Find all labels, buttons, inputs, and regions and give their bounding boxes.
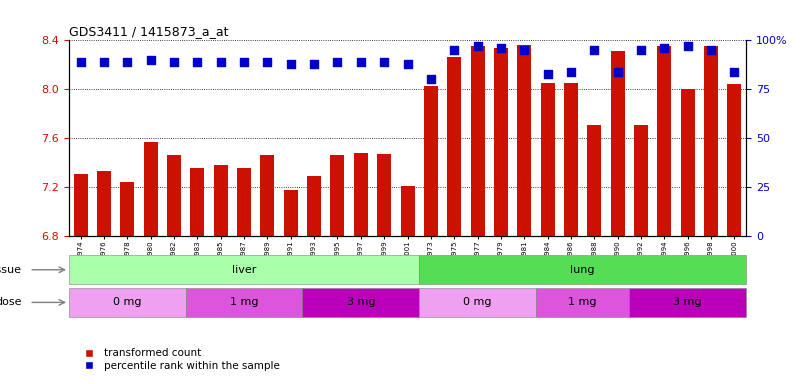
Point xyxy=(191,59,204,65)
Bar xyxy=(634,125,648,236)
Bar xyxy=(587,125,601,236)
Point xyxy=(517,47,530,53)
Bar xyxy=(419,255,746,284)
Text: GDS3411 / 1415873_a_at: GDS3411 / 1415873_a_at xyxy=(69,25,229,38)
Bar xyxy=(307,176,321,236)
Bar xyxy=(214,165,228,236)
Bar xyxy=(377,154,391,236)
Point xyxy=(285,61,298,67)
Text: 3 mg: 3 mg xyxy=(673,297,702,308)
Point xyxy=(238,59,251,65)
Bar xyxy=(69,255,419,284)
Bar xyxy=(284,190,298,236)
Bar xyxy=(97,171,111,236)
Point xyxy=(541,71,554,77)
Bar xyxy=(354,153,368,236)
Bar xyxy=(447,58,461,236)
Point xyxy=(705,47,718,53)
Text: liver: liver xyxy=(232,265,256,275)
Point xyxy=(74,59,87,65)
Point xyxy=(121,59,134,65)
Point xyxy=(261,59,274,65)
Bar xyxy=(470,46,485,236)
Text: 1 mg: 1 mg xyxy=(569,297,597,308)
Text: 0 mg: 0 mg xyxy=(463,297,491,308)
Bar xyxy=(611,51,624,236)
Bar xyxy=(330,156,345,236)
Bar xyxy=(727,84,741,236)
Bar xyxy=(303,288,419,317)
Bar xyxy=(191,167,204,236)
Point xyxy=(471,43,484,49)
Bar xyxy=(629,288,746,317)
Point xyxy=(307,61,320,67)
Bar xyxy=(541,83,555,236)
Point xyxy=(564,69,577,75)
Point xyxy=(495,45,508,51)
Point xyxy=(634,47,647,53)
Bar xyxy=(704,46,718,236)
Bar xyxy=(167,156,181,236)
Text: 0 mg: 0 mg xyxy=(113,297,142,308)
Bar xyxy=(144,142,157,236)
Text: tissue: tissue xyxy=(0,265,22,275)
Point xyxy=(681,43,694,49)
Point xyxy=(401,61,414,67)
Text: 3 mg: 3 mg xyxy=(346,297,375,308)
Bar xyxy=(401,186,414,236)
Bar xyxy=(120,182,135,236)
Point xyxy=(728,69,741,75)
Text: dose: dose xyxy=(0,297,22,308)
Bar xyxy=(419,288,536,317)
Point xyxy=(144,57,157,63)
Point xyxy=(331,59,344,65)
Bar xyxy=(260,156,274,236)
Point xyxy=(611,69,624,75)
Bar xyxy=(74,174,88,236)
Bar xyxy=(424,86,438,236)
Point xyxy=(658,45,671,51)
Bar xyxy=(494,48,508,236)
Bar xyxy=(517,45,531,236)
Text: 1 mg: 1 mg xyxy=(230,297,259,308)
Point xyxy=(378,59,391,65)
Bar xyxy=(186,288,303,317)
Bar xyxy=(658,46,672,236)
Bar xyxy=(564,83,578,236)
Text: lung: lung xyxy=(570,265,595,275)
Point xyxy=(354,59,367,65)
Bar xyxy=(680,89,695,236)
Bar xyxy=(237,167,251,236)
Bar xyxy=(69,288,186,317)
Point xyxy=(448,47,461,53)
Point xyxy=(97,59,110,65)
Point xyxy=(214,59,227,65)
Point xyxy=(588,47,601,53)
Point xyxy=(168,59,181,65)
Point xyxy=(424,76,437,83)
Bar xyxy=(536,288,629,317)
Legend: transformed count, percentile rank within the sample: transformed count, percentile rank withi… xyxy=(74,344,285,375)
